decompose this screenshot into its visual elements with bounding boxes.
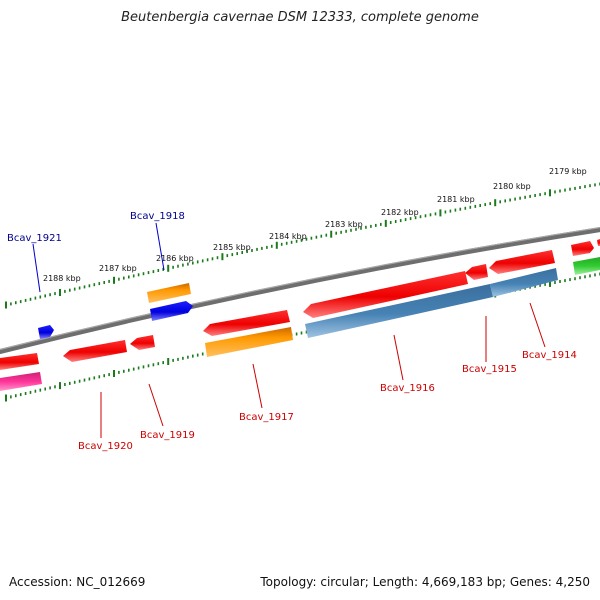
leader-bcav-1916	[393, 334, 404, 381]
gene-label-bcav-1914[interactable]: Bcav_1914	[522, 350, 577, 361]
tick-label-2179: 2179 kbp	[549, 167, 587, 176]
gene-label-bcav-1917[interactable]: Bcav_1917	[239, 412, 294, 423]
red-gene-left-edge[interactable]	[0, 353, 39, 370]
gene-label-bcav-1916[interactable]: Bcav_1916	[380, 383, 435, 394]
gene-label-bcav-1915[interactable]: Bcav_1915	[462, 364, 517, 375]
leader-bcav-1914	[529, 302, 546, 348]
leader-bcav-1921	[32, 243, 41, 293]
steelblue-feature-center[interactable]	[305, 284, 493, 338]
pink-feature-left-edge[interactable]	[0, 372, 42, 391]
gene-bcav-1915-arrow[interactable]	[465, 264, 488, 280]
gene-bcav-1918-arrow[interactable]	[150, 301, 193, 321]
tick-label-2187: 2187 kbp	[99, 264, 137, 273]
minus-strand-features	[0, 250, 558, 391]
gene-bcav-1914-arrow[interactable]	[489, 250, 555, 274]
leader-bcav-1917	[252, 363, 263, 409]
gene-label-bcav-1920[interactable]: Bcav_1920	[78, 441, 133, 452]
plus-strand-features	[38, 239, 600, 339]
orange-feature-lower[interactable]	[205, 327, 293, 357]
tick-label-2186: 2186 kbp	[156, 254, 194, 263]
steelblue-feature-right[interactable]	[490, 268, 558, 297]
kbp-ruler-upper	[5, 182, 600, 309]
gene-bcav-1921-arrow[interactable]	[38, 325, 54, 339]
red-gene-edge-top[interactable]	[597, 239, 600, 246]
leader-bcav-1918	[155, 222, 165, 271]
map-title: Beutenbergia cavernae DSM 12333, complet…	[121, 10, 479, 25]
accession-text: Accession: NC_012669	[9, 575, 146, 589]
tick-label-2188: 2188 kbp	[43, 274, 81, 283]
gene-bcav-1920-arrow[interactable]	[63, 340, 127, 362]
gene-bcav-1919-arrow[interactable]	[130, 335, 155, 350]
ruler-tick-labels: 2188 kbp 2187 kbp 2186 kbp 2185 kbp 2184…	[43, 167, 587, 283]
tick-label-2182: 2182 kbp	[381, 208, 419, 217]
green-feature-right[interactable]	[573, 257, 600, 275]
tick-label-2185: 2185 kbp	[213, 243, 251, 252]
tick-label-2183: 2183 kbp	[325, 220, 363, 229]
orange-feature-upper[interactable]	[147, 283, 191, 303]
tick-label-2184: 2184 kbp	[269, 232, 307, 241]
tick-label-2180: 2180 kbp	[493, 182, 531, 191]
genome-summary-text: Topology: circular; Length: 4,669,183 bp…	[260, 575, 590, 589]
gene-bcav-1917-arrow[interactable]	[203, 310, 290, 336]
leader-bcav-1919	[148, 383, 164, 427]
gene-label-bcav-1918[interactable]: Bcav_1918	[130, 211, 185, 222]
gene-labels: Bcav_1921 Bcav_1918 Bcav_1920 Bcav_1919 …	[7, 211, 577, 452]
red-gene-far-right-top[interactable]	[571, 241, 594, 256]
gene-label-bcav-1919[interactable]: Bcav_1919	[140, 430, 195, 441]
tick-label-2181: 2181 kbp	[437, 195, 475, 204]
gene-label-bcav-1921[interactable]: Bcav_1921	[7, 233, 62, 244]
label-leader-lines	[32, 222, 546, 438]
gene-bcav-1916-arrow[interactable]	[303, 271, 468, 318]
genome-backbone	[0, 227, 600, 355]
genome-backbone-highlight	[0, 226, 600, 351]
